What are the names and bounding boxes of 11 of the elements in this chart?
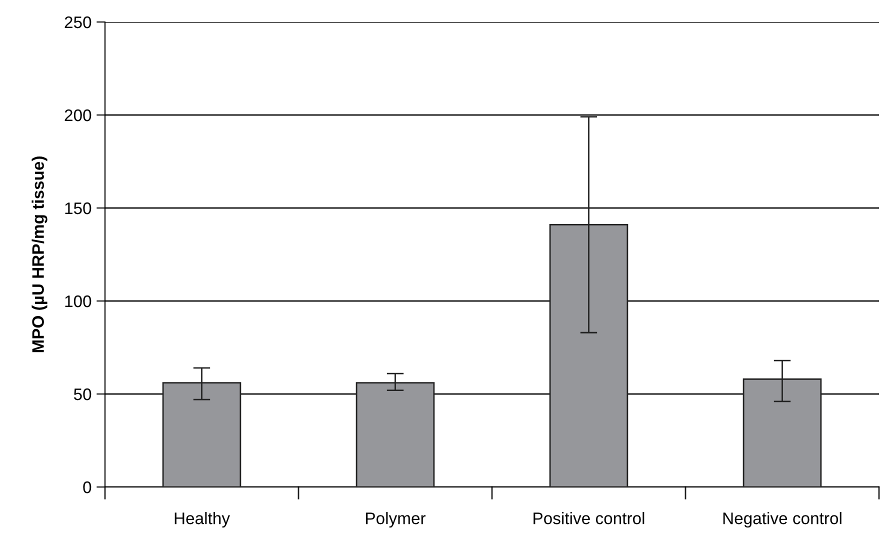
x-tick-label: Healthy bbox=[174, 512, 230, 528]
y-tick-label: 200 bbox=[64, 109, 92, 122]
y-tick-label: 250 bbox=[64, 16, 92, 28]
x-tick-label: Polymer bbox=[366, 512, 426, 528]
y-tick-label: 50 bbox=[74, 388, 92, 400]
y-tick-label: 100 bbox=[65, 295, 92, 308]
x-tick-label: Positive control bbox=[534, 512, 644, 524]
x-tick-label: Negative control bbox=[723, 512, 842, 528]
y-axis-title: MPO (µU HRP/mg tissue) bbox=[32, 156, 48, 352]
y-tick-label: 0 bbox=[83, 481, 92, 494]
y-tick-label: 150 bbox=[65, 202, 92, 214]
